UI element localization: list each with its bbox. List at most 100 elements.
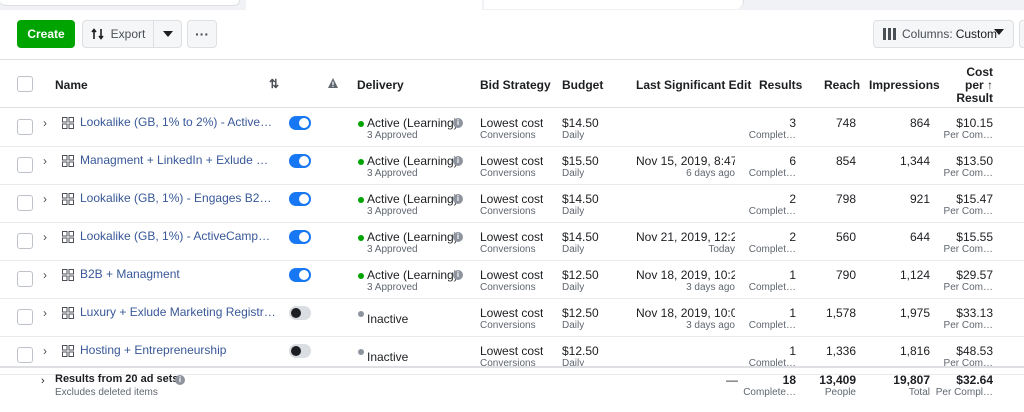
ad-set-toggle[interactable] [289,230,311,244]
footer-expand-icon[interactable]: › [41,375,45,387]
bid-strategy-sub: Conversions [480,130,536,141]
results-value: 1 [789,268,796,282]
table-row[interactable]: › Lookalike (GB, 1%) - ActiveCampaignB… … [0,223,1024,261]
tab-current[interactable] [246,0,482,10]
table-row[interactable]: › Lookalike (GB, 1%) - Engages B2B Fac… … [0,185,1024,223]
expand-row-icon[interactable]: › [43,192,47,206]
results-value: 1 [789,344,796,358]
column-header-results[interactable]: Results [759,78,803,92]
info-icon[interactable]: i [453,194,463,204]
row-checkbox[interactable] [17,195,33,211]
tab-next[interactable] [484,0,744,9]
expand-row-icon[interactable]: › [43,116,47,130]
column-header-reach[interactable]: Reach [824,78,861,92]
table-row[interactable]: › B2B + Managment Active (Learning) i 3 … [0,261,1024,299]
last-edit-ago: 3 days ago [686,320,735,331]
row-checkbox[interactable] [17,233,33,249]
reach-value: 560 [835,230,856,244]
footer-results: 18 [782,373,796,387]
row-checkbox[interactable] [17,271,33,287]
row-checkbox[interactable] [17,309,33,325]
budget-sub: Daily [562,168,585,179]
column-header-budget[interactable]: Budget [562,78,604,92]
row-checkbox[interactable] [17,157,33,173]
ad-set-toggle[interactable] [289,268,311,282]
ad-set-toggle[interactable] [289,192,311,206]
row-checkbox[interactable] [17,347,33,363]
ad-set-name-link[interactable]: Hosting + Entrepreneurship [80,343,227,357]
delivery-status: Active (Learning) [367,230,458,244]
delivery-status: Inactive [367,350,409,364]
budget-sub: Daily [562,320,585,331]
ad-set-toggle[interactable] [289,154,311,168]
ad-set-toggle[interactable] [289,116,311,130]
table-row[interactable]: › Lookalike (GB, 1% to 2%) - ActiveCamp…… [0,109,1024,147]
info-icon[interactable]: i [175,375,185,385]
ad-set-toggle[interactable] [289,344,311,358]
reach-value: 1,578 [825,306,856,320]
info-icon[interactable]: i [453,118,463,128]
status-dot-icon [358,197,364,203]
edge-button[interactable] [1019,20,1024,48]
ad-set-name-link[interactable]: Lookalike (GB, 1% to 2%) - ActiveCamp… [80,115,276,129]
results-sub: Complet… [748,244,796,255]
create-button[interactable]: Create [17,20,75,48]
column-header-bid-strategy[interactable]: Bid Strategy [480,78,551,92]
last-edit-date: Nov 15, 2019, 8:47 P [636,154,735,168]
expand-row-icon[interactable]: › [43,306,47,320]
approved-count: 3 Approved [367,168,418,179]
ad-set-name-link[interactable]: Luxury + Exlude Marketing Registration [80,305,276,319]
expand-row-icon[interactable]: › [43,268,47,282]
approved-count: 3 Approved [367,206,418,217]
info-icon[interactable]: i [453,156,463,166]
row-checkbox[interactable] [17,119,33,135]
info-icon[interactable]: i [453,232,463,242]
expand-row-icon[interactable]: › [43,230,47,244]
tab-previous[interactable] [0,0,240,6]
reach-value: 1,336 [825,344,856,358]
reach-value: 798 [835,192,856,206]
status-dot-icon [358,121,364,127]
bid-strategy: Lowest cost [480,230,544,244]
cost-per-result-sub: Per Com… [943,282,993,293]
footer-impressions: 19,807 [893,373,930,387]
cost-per-result-sub: Per Com… [943,130,993,141]
ad-set-name-link[interactable]: Managment + LinkedIn + Exlude Mark… [80,153,276,167]
expand-row-icon[interactable]: › [43,154,47,168]
more-options-button[interactable]: ··· [187,20,217,48]
expand-row-icon[interactable]: › [43,344,47,358]
table-row[interactable]: › Hosting + Entrepreneurship Inactive Lo… [0,337,1024,375]
sort-icon[interactable]: ⇅ [269,77,280,91]
footer-reach-sub: People [824,387,856,398]
export-button[interactable]: Export [82,20,154,48]
results-sub: Complet… [748,206,796,217]
ad-set-name-link[interactable]: B2B + Managment [80,267,180,281]
table-row[interactable]: › Luxury + Exlude Marketing Registration… [0,299,1024,337]
results-sub: Complet… [748,282,796,293]
ad-set-toggle[interactable] [289,306,311,320]
cost-per-result-value: $13.50 [956,154,993,168]
ad-set-grid-icon [62,345,74,357]
table-row[interactable]: › Managment + LinkedIn + Exlude Mark… Ac… [0,147,1024,185]
ad-set-name-link[interactable]: Lookalike (GB, 1%) - Engages B2B Fac… [80,191,276,205]
column-header-last-edit[interactable]: Last Significant Edit [636,78,752,92]
results-value: 1 [789,306,796,320]
last-edit-date: Nov 18, 2019, 10:09 [636,306,735,320]
results-value: 6 [789,154,796,168]
footer-title: Results from 20 ad sets [55,373,179,385]
column-header-impressions[interactable]: Impressions [869,78,940,92]
ad-set-name-link[interactable]: Lookalike (GB, 1%) - ActiveCampaignB… [80,229,276,243]
column-header-delivery[interactable]: Delivery [357,78,404,92]
last-edit-ago: 6 days ago [686,168,735,179]
status-dot-icon [358,311,364,317]
column-header-cost-per-result[interactable]: Cost per ↑ Result [940,66,993,105]
export-dropdown-button[interactable] [154,20,182,48]
columns-dropdown[interactable]: Columns: Custom [873,20,1014,48]
info-icon[interactable]: i [453,270,463,280]
reach-value: 854 [835,154,856,168]
select-all-checkbox[interactable] [17,76,33,92]
impressions-value: 1,344 [899,154,930,168]
bid-strategy-sub: Conversions [480,168,536,179]
footer-dash: — [726,373,738,387]
column-header-name[interactable]: Name [55,78,88,92]
